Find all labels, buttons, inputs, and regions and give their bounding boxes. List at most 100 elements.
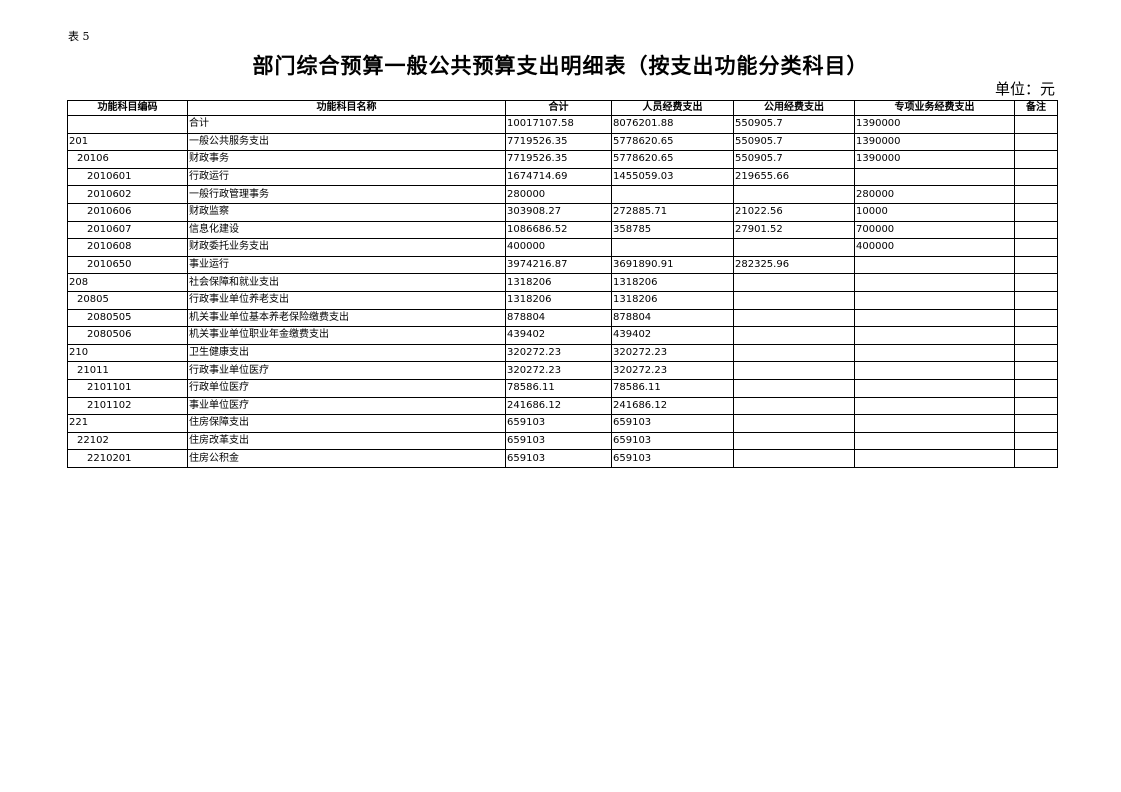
cell-personnel: 1318206 [611,273,734,292]
table-row: 2010606 财政监察 303908.27 272885.71 21022.56 100… [67,202,1058,222]
cell-remark [1014,150,1058,169]
cell-personnel: 241686.12 [611,396,734,416]
cell-special [854,396,1015,416]
cell-public: 219655.66 [733,167,855,187]
cell-public [733,449,855,468]
cell-name: 财政事务 [187,150,506,169]
cell-total: 1318206 [505,273,612,292]
cell-special: 400000 [854,238,1015,257]
header-remark: 备注 [1014,100,1058,116]
cell-total: 1318206 [505,290,612,310]
table-row: 21011 行政事业单位医疗 320272.23 320272.23 [67,361,1058,380]
cell-code: 2101102 [67,396,188,416]
cell-total: 659103 [505,431,612,451]
cell-special [854,449,1015,468]
cell-code: 2010606 [67,202,188,222]
cell-name: 事业运行 [187,255,506,275]
cell-name: 行政运行 [187,167,506,187]
cell-personnel: 5778620.65 [611,150,734,169]
cell-personnel: 272885.71 [611,202,734,222]
cell-special [854,167,1015,187]
cell-total: 320272.23 [505,361,612,380]
cell-personnel: 878804 [611,308,734,328]
cell-personnel [611,238,734,257]
cell-code: 22102 [67,431,188,451]
cell-special [854,378,1015,398]
cell-name: 一般行政管理事务 [187,185,506,204]
table-row: 2080505 机关事业单位基本养老保险缴费支出 878804 878804 [67,308,1058,328]
cell-personnel: 439402 [611,326,734,345]
cell-code: 201 [67,132,188,152]
cell-special: 1390000 [854,115,1015,134]
cell-public: 21022.56 [733,202,855,222]
cell-remark [1014,361,1058,380]
cell-remark [1014,414,1058,433]
cell-public: 550905.7 [733,115,855,134]
header-total: 合计 [505,100,612,116]
cell-name: 机关事业单位基本养老保险缴费支出 [187,308,506,328]
cell-public [733,273,855,292]
header-personnel: 人员经费支出 [611,100,734,116]
table-row: 2010602 一般行政管理事务 280000 280000 [67,185,1058,204]
cell-public [733,378,855,398]
cell-remark [1014,431,1058,451]
cell-code: 2101101 [67,378,188,398]
cell-personnel: 8076201.88 [611,115,734,134]
cell-special [854,290,1015,310]
cell-public [733,343,855,363]
cell-name: 合计 [187,115,506,134]
cell-total: 303908.27 [505,202,612,222]
cell-code: 2080506 [67,326,188,345]
cell-special [854,414,1015,433]
table-row: 2010608 财政委托业务支出 400000 400000 [67,238,1058,257]
cell-public [733,185,855,204]
cell-public [733,431,855,451]
cell-remark [1014,290,1058,310]
cell-remark [1014,308,1058,328]
header-name: 功能科目名称 [187,100,506,116]
table-row: 2080506 机关事业单位职业年金缴费支出 439402 439402 [67,326,1058,345]
table-row: 2010607 信息化建设 1086686.52 358785 27901.52 7000… [67,220,1058,240]
cell-total: 320272.23 [505,343,612,363]
cell-personnel: 659103 [611,414,734,433]
table-row: 2101101 行政单位医疗 78586.11 78586.11 [67,378,1058,398]
cell-public [733,414,855,433]
cell-name: 行政单位医疗 [187,378,506,398]
cell-total: 10017107.58 [505,115,612,134]
cell-remark [1014,202,1058,222]
cell-code: 221 [67,414,188,433]
cell-total: 280000 [505,185,612,204]
cell-personnel: 320272.23 [611,343,734,363]
cell-personnel: 358785 [611,220,734,240]
cell-personnel [611,185,734,204]
table-row: 210 卫生健康支出 320272.23 320272.23 [67,343,1058,363]
cell-name: 行政事业单位医疗 [187,361,506,380]
cell-code: 21011 [67,361,188,380]
cell-total: 3974216.87 [505,255,612,275]
cell-personnel: 78586.11 [611,378,734,398]
cell-public [733,290,855,310]
budget-table: 功能科目编码 功能科目名称 合计 人员经费支出 公用经费支出 专项业务经费支出 … [67,100,1058,468]
table-row: 2101102 事业单位医疗 241686.12 241686.12 [67,396,1058,416]
cell-total: 1674714.69 [505,167,612,187]
cell-remark [1014,343,1058,363]
cell-remark [1014,115,1058,134]
table-row: 2210201 住房公积金 659103 659103 [67,449,1058,468]
cell-name: 行政事业单位养老支出 [187,290,506,310]
cell-remark [1014,396,1058,416]
cell-personnel: 1455059.03 [611,167,734,187]
cell-name: 卫生健康支出 [187,343,506,363]
cell-total: 1086686.52 [505,220,612,240]
header-code: 功能科目编码 [67,100,188,116]
cell-special: 700000 [854,220,1015,240]
cell-public [733,361,855,380]
cell-name: 财政监察 [187,202,506,222]
cell-name: 住房改革支出 [187,431,506,451]
cell-total: 439402 [505,326,612,345]
cell-code: 2010601 [67,167,188,187]
cell-personnel: 3691890.91 [611,255,734,275]
table-row: 合计 10017107.58 8076201.88 550905.7 1390000 [67,115,1058,134]
cell-public: 282325.96 [733,255,855,275]
header-special: 专项业务经费支出 [854,100,1015,116]
cell-name: 社会保障和就业支出 [187,273,506,292]
